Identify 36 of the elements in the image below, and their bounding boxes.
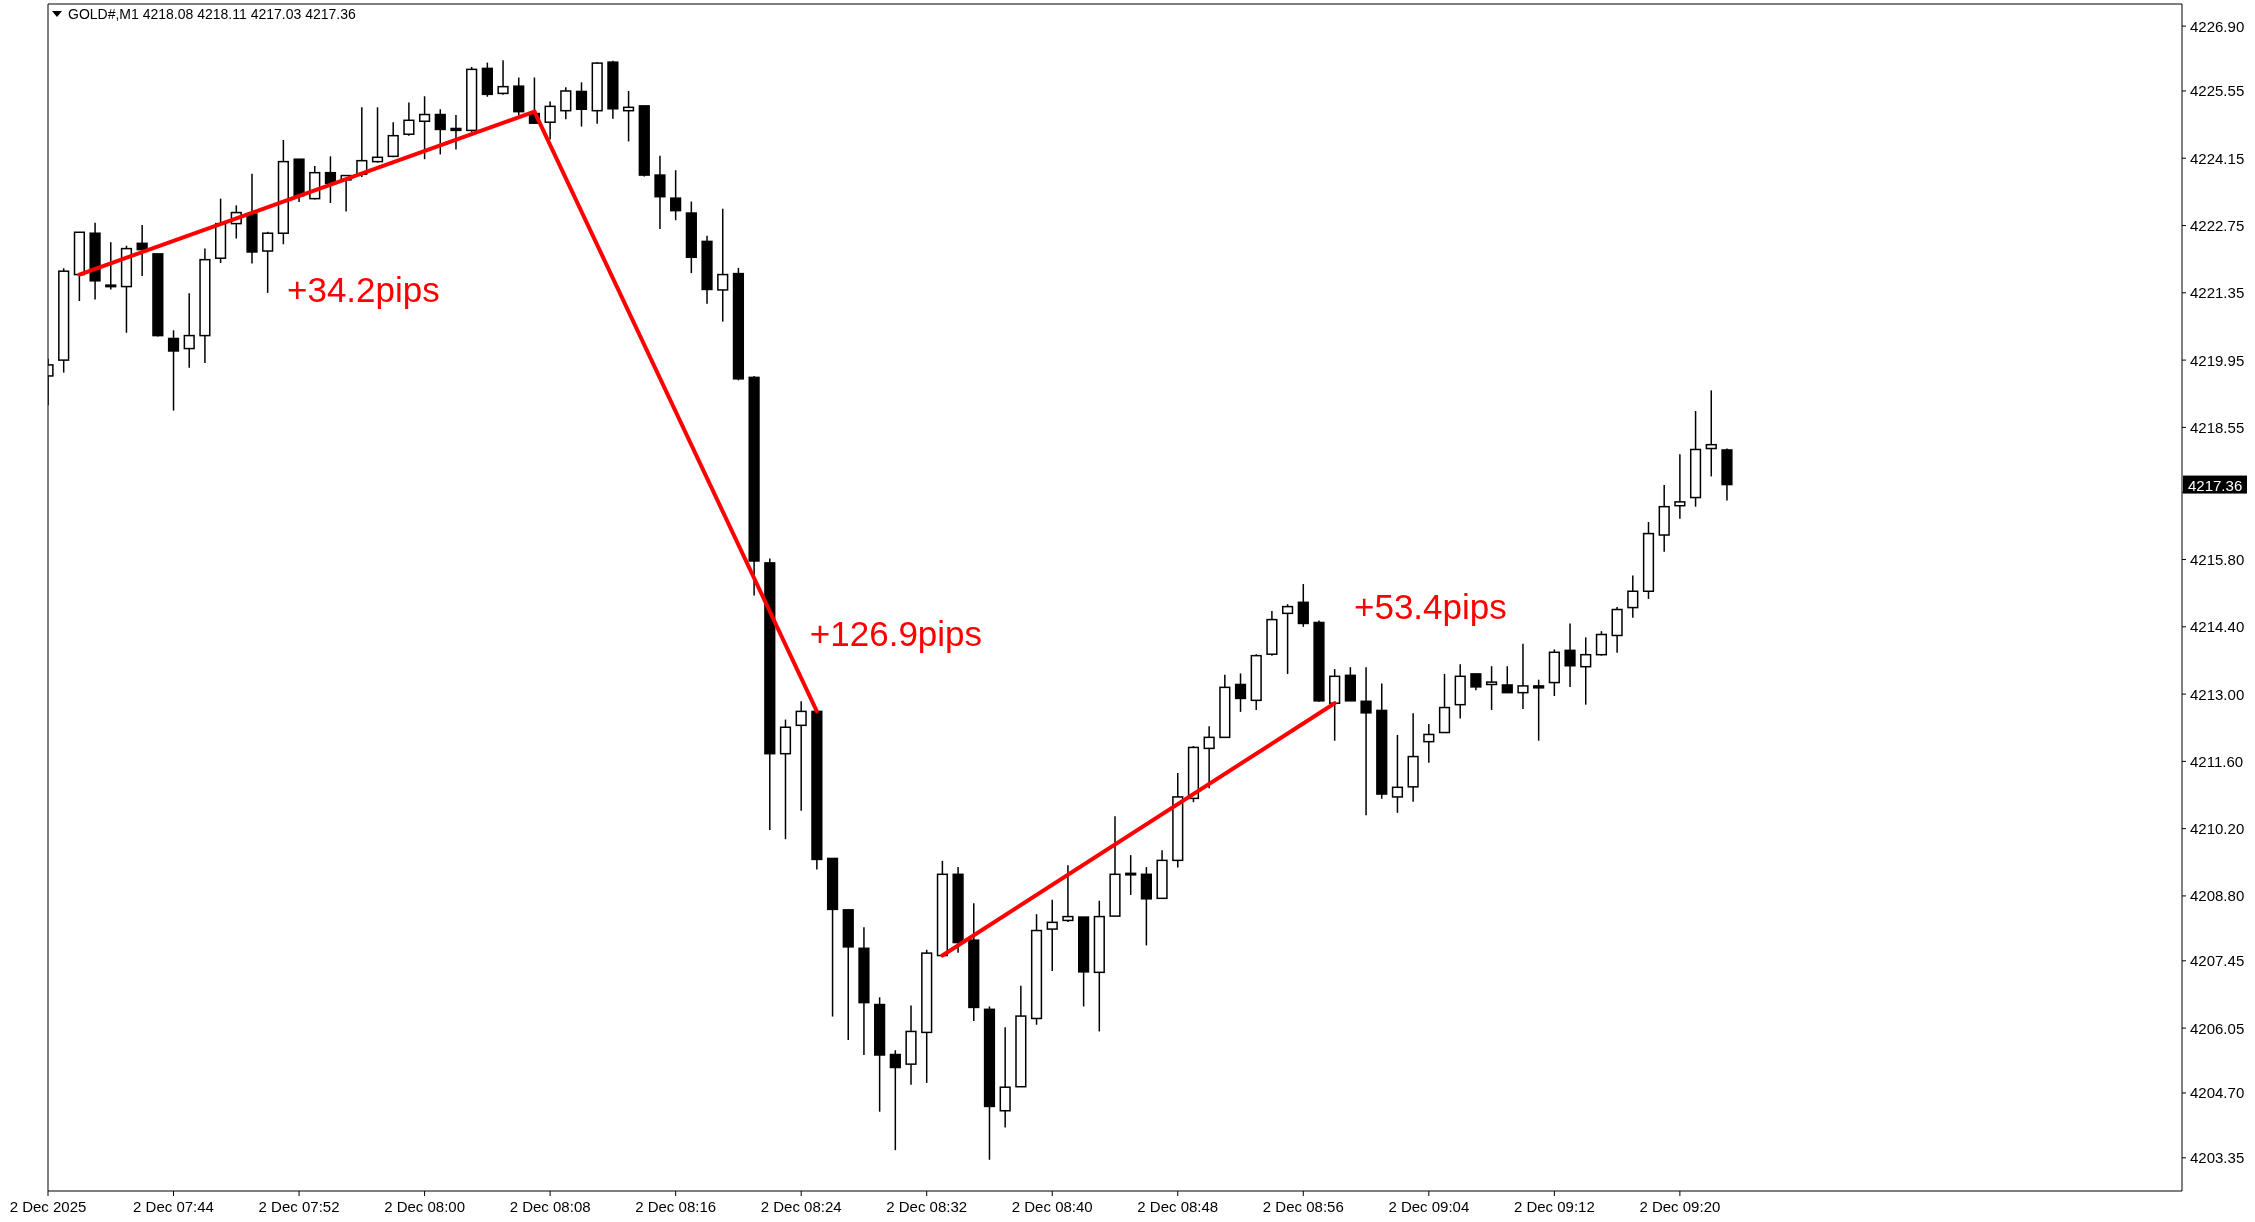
annotation: +34.2pips (287, 269, 440, 309)
y-tick-label: 4214.40 (2190, 618, 2245, 636)
y-tick-label: 4215.80 (2190, 551, 2245, 569)
x-tick-label: 2 Dec 09:04 (1388, 1197, 1470, 1215)
y-tick-label: 4221.35 (2190, 284, 2245, 302)
x-tick-label: 2 Dec 08:24 (760, 1197, 842, 1215)
y-tick-label: 4225.55 (2190, 82, 2245, 100)
x-tick-label: 2 Dec 07:52 (258, 1197, 340, 1215)
text: 4217.36 (2188, 476, 2243, 494)
annotation: +126.9pips (809, 613, 983, 653)
x-tick-label: 2 Dec 08:48 (1137, 1197, 1219, 1215)
y-tick-label: 4213.00 (2190, 685, 2245, 703)
x-tick-label: 2 Dec 07:44 (133, 1197, 214, 1215)
x-tick-label: 2 Dec 08:00 (384, 1197, 466, 1215)
y-tick-label: 4207.45 (2190, 952, 2245, 970)
y-tick-label: 4208.80 (2190, 887, 2245, 905)
x-tick-label: 2 Dec 08:32 (886, 1197, 968, 1215)
x-tick-label: 2 Dec 08:08 (509, 1197, 591, 1215)
y-tick-label: 4204.70 (2190, 1084, 2245, 1102)
y-tick-label: 4206.05 (2190, 1019, 2245, 1037)
x-tick-label: 2 Dec 08:16 (635, 1197, 717, 1215)
y-tick-label: 4211.60 (2190, 752, 2244, 770)
y-tick-label: 4226.90 (2190, 17, 2245, 35)
x-tick-label: 2 Dec 09:20 (1639, 1197, 1721, 1215)
chart-title: GOLD#,M1 4218.08 4218.11 4217.03 4217.36 (68, 6, 356, 22)
y-tick-label: 4219.95 (2190, 351, 2245, 369)
x-tick-label: 2 Dec 08:56 (1262, 1197, 1344, 1215)
y-tick-label: 4210.20 (2190, 820, 2245, 838)
x-tick-label: 2 Dec 2025 (9, 1197, 87, 1215)
x-tick-label: 2 Dec 09:12 (1513, 1197, 1595, 1215)
y-tick-label: 4218.55 (2190, 418, 2245, 436)
annotation: +53.4pips (1354, 586, 1507, 626)
y-tick-label: 4203.35 (2190, 1149, 2245, 1167)
x-tick-label: 2 Dec 08:40 (1011, 1197, 1093, 1215)
y-tick-label: 4222.75 (2190, 217, 2245, 235)
y-tick-label: 4224.15 (2190, 149, 2245, 167)
